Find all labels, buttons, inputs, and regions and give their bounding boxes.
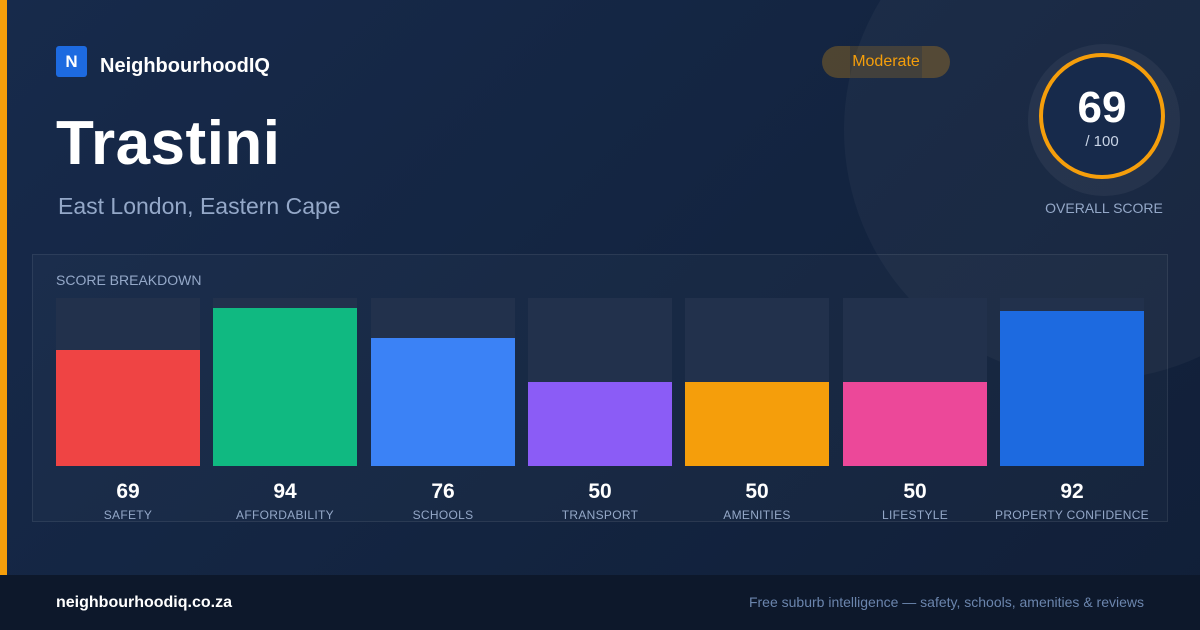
bar-fill	[1000, 311, 1144, 466]
bar-track	[685, 298, 829, 466]
suburb-name: Trastini	[56, 109, 281, 178]
bar-track	[371, 298, 515, 466]
bar-fill	[56, 350, 200, 466]
accent-bar	[0, 0, 7, 575]
footer: neighbourhoodiq.co.za Free suburb intell…	[0, 575, 1200, 630]
breakdown-bar-property-confidence: 92 PROPERTY CONFIDENCE	[995, 298, 1149, 524]
bar-label: SCHOOLS	[412, 508, 474, 522]
footer-tagline: Free suburb intelligence — safety, schoo…	[748, 594, 1144, 610]
score-ring: 69 / 100	[1039, 53, 1165, 179]
brand-logo-icon: N	[56, 46, 87, 77]
overall-score-gauge: 69 / 100	[1028, 44, 1180, 196]
bar-track	[843, 298, 987, 466]
breakdown-bar-affordability: 94 AFFORDABILITY	[213, 298, 357, 524]
bar-value: 50	[903, 480, 927, 503]
rating-badge: Moderate	[822, 46, 950, 78]
bar-track	[213, 298, 357, 466]
bar-label: SAFETY	[103, 508, 153, 522]
bar-value: 76	[431, 480, 455, 503]
bar-label: AMENITIES	[723, 508, 791, 522]
breakdown-bar-amenities: 50 AMENITIES	[685, 298, 829, 524]
bar-label: AFFORDABILITY	[236, 508, 334, 522]
suburb-location: East London, Eastern Cape	[58, 193, 341, 219]
bar-value: 50	[588, 480, 612, 503]
rating-badge-label: Moderate	[852, 53, 920, 70]
overall-score-label: OVERALL SCORE	[1045, 200, 1163, 216]
brand-name: NeighbourhoodIQ	[100, 55, 270, 77]
bar-fill	[843, 382, 987, 466]
breakdown-bar-transport: 50 TRANSPORT	[528, 298, 672, 524]
bar-value: 69	[116, 480, 140, 503]
breakdown-bar-schools: 76 SCHOOLS	[371, 298, 515, 524]
footer-url[interactable]: neighbourhoodiq.co.za	[56, 594, 232, 611]
bar-track	[528, 298, 672, 466]
bar-fill	[213, 308, 357, 466]
overall-score-max: / 100	[1085, 133, 1119, 150]
bar-track	[56, 298, 200, 466]
bar-fill	[371, 338, 515, 466]
bar-value: 50	[745, 480, 769, 503]
bar-label: TRANSPORT	[561, 508, 639, 522]
bar-label: LIFESTYLE	[881, 508, 949, 522]
bar-track	[1000, 298, 1144, 466]
score-breakdown-title: SCORE BREAKDOWN	[56, 272, 202, 288]
overall-score-value: 69	[1077, 83, 1127, 132]
score-breakdown-panel	[32, 254, 1168, 522]
breakdown-bar-safety: 69 SAFETY	[56, 298, 200, 524]
bar-value: 94	[273, 480, 297, 503]
bar-fill	[685, 382, 829, 466]
breakdown-bar-lifestyle: 50 LIFESTYLE	[843, 298, 987, 524]
bar-label: PROPERTY CONFIDENCE	[995, 508, 1149, 522]
bar-value: 92	[1060, 480, 1084, 503]
bar-fill	[528, 382, 672, 466]
